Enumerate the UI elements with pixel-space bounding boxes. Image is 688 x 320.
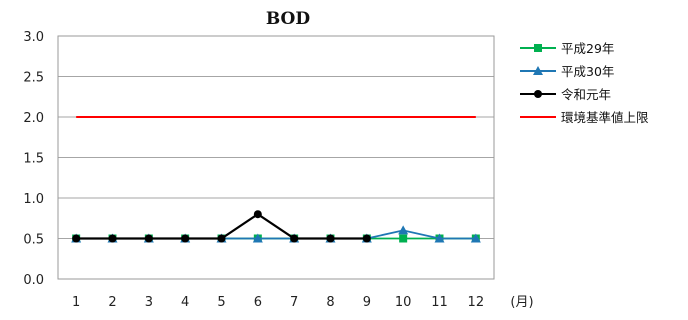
x-tick-label: 3 bbox=[145, 295, 153, 310]
chart-title: BOD bbox=[266, 9, 310, 29]
x-tick-label: 1 bbox=[72, 295, 80, 310]
x-tick-label: 10 bbox=[395, 295, 412, 310]
data-point bbox=[398, 225, 409, 235]
x-tick-label: 12 bbox=[468, 295, 485, 310]
y-axis: 0.0 0.5 1.0 1.5 2.0 2.5 3.0 bbox=[23, 30, 44, 288]
legend-label: 平成30年 bbox=[561, 64, 614, 79]
y-tick-label: 3.0 bbox=[23, 30, 44, 45]
y-tick-label: 1.0 bbox=[23, 192, 44, 207]
y-tick-label: 0.5 bbox=[23, 233, 44, 248]
x-tick-label: 5 bbox=[217, 295, 225, 310]
data-point bbox=[252, 233, 263, 243]
legend-marker bbox=[534, 90, 542, 98]
x-axis: 1 2 3 4 5 6 7 8 9 10 11 12 bbox=[72, 295, 484, 310]
series-group bbox=[71, 116, 481, 243]
y-tick-label: 0.0 bbox=[23, 273, 44, 288]
legend-label: 環境基準値上限 bbox=[561, 110, 649, 125]
data-point bbox=[144, 234, 153, 243]
plot-area bbox=[57, 35, 495, 280]
data-point bbox=[362, 234, 371, 243]
data-point bbox=[108, 234, 117, 243]
x-tick-label: 8 bbox=[326, 295, 334, 310]
data-point bbox=[434, 233, 445, 243]
legend-marker bbox=[533, 66, 543, 75]
legend-marker bbox=[534, 44, 542, 52]
data-point bbox=[217, 234, 226, 243]
data-point bbox=[181, 234, 190, 243]
x-tick-label: 4 bbox=[181, 295, 189, 310]
series-2 bbox=[72, 210, 371, 243]
x-tick-label: 11 bbox=[431, 295, 448, 310]
data-point bbox=[399, 234, 408, 243]
x-tick-label: 9 bbox=[363, 295, 371, 310]
data-point bbox=[326, 234, 335, 243]
series-1 bbox=[71, 225, 481, 243]
data-point bbox=[72, 234, 81, 243]
legend-label: 平成29年 bbox=[561, 41, 614, 56]
x-tick-label: 2 bbox=[108, 295, 116, 310]
series-line bbox=[76, 229, 476, 240]
x-axis-label: (月) bbox=[510, 295, 533, 310]
y-tick-label: 1.5 bbox=[23, 152, 44, 167]
y-tick-label: 2.0 bbox=[23, 111, 44, 126]
x-tick-label: 6 bbox=[254, 295, 262, 310]
legend-label: 令和元年 bbox=[561, 87, 611, 102]
data-point bbox=[470, 233, 481, 243]
x-tick-label: 7 bbox=[290, 295, 298, 310]
gridlines bbox=[58, 35, 494, 280]
y-tick-label: 2.5 bbox=[23, 71, 44, 86]
data-point bbox=[253, 210, 262, 219]
data-point bbox=[290, 234, 299, 243]
